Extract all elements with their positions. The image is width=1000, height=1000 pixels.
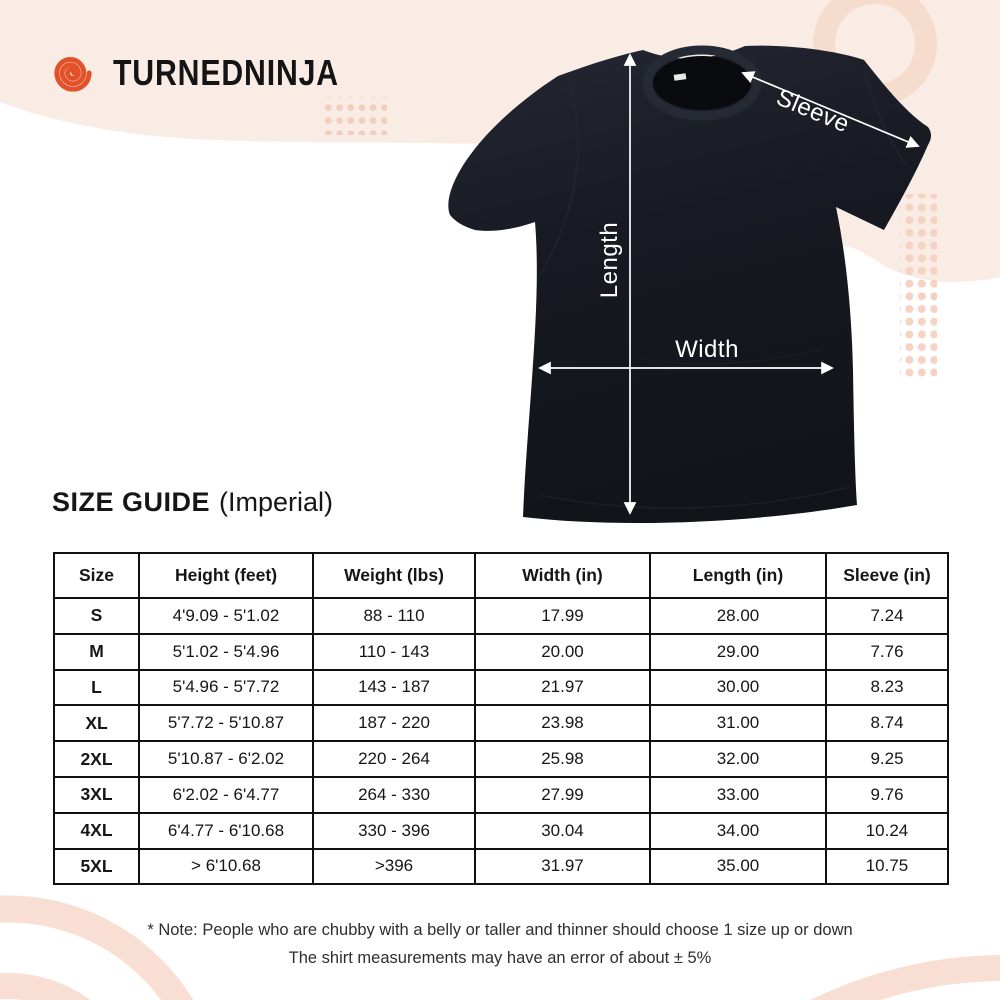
table-cell-height: 6'2.02 - 6'4.77 — [138, 775, 314, 814]
table-cell-width: 21.97 — [474, 668, 651, 707]
table-row: S 4'9.09 - 5'1.02 88 - 110 17.99 28.00 7.24 — [53, 597, 949, 635]
table-cell-weight: 264 - 330 — [312, 775, 476, 814]
arc-decoration-bottom-left — [0, 895, 194, 1000]
table-cell-size: L — [53, 668, 140, 707]
page-title: SIZE GUIDE — [52, 487, 211, 517]
table-cell-length: 31.00 — [649, 704, 827, 743]
table-cell-height: 4'9.09 - 5'1.02 — [138, 597, 314, 635]
table-cell-sleeve: 8.23 — [825, 668, 949, 707]
table-cell-length: 35.00 — [649, 847, 827, 886]
table-cell-height: > 6'10.68 — [138, 847, 314, 886]
table-cell-length: 30.00 — [649, 668, 827, 707]
column-header-sleeve: Sleeve (in) — [825, 552, 949, 599]
shirt-image — [448, 45, 931, 524]
arc-decoration-bottom-right — [810, 955, 1000, 1000]
note-line-2: The shirt measurements may have an error… — [288, 949, 712, 967]
table-row: 2XL 5'10.87 - 6'2.02 220 - 264 25.98 32.00 9.… — [53, 740, 949, 778]
table-cell-weight: >396 — [312, 847, 476, 886]
table-cell-width: 20.00 — [474, 632, 651, 671]
table-cell-weight: 330 - 396 — [312, 811, 476, 850]
page-subtitle: (Imperial) — [219, 487, 334, 517]
table-row: M 5'1.02 - 5'4.96 110 - 143 20.00 29.00 7.76 — [53, 632, 949, 671]
table-cell-weight: 220 - 264 — [312, 740, 476, 778]
note-line-1: * Note: People who are chubby with a bel… — [147, 921, 853, 939]
table-cell-width: 30.04 — [474, 811, 651, 850]
table-cell-size: 4XL — [53, 811, 140, 850]
table-cell-weight: 88 - 110 — [312, 597, 476, 635]
table-cell-sleeve: 10.75 — [825, 847, 949, 886]
table-cell-sleeve: 9.76 — [825, 775, 949, 814]
table-cell-sleeve: 9.25 — [825, 740, 949, 778]
table-cell-height: 5'4.96 - 5'7.72 — [138, 668, 314, 707]
column-header-width: Width (in) — [474, 552, 651, 599]
table-cell-sleeve: 10.24 — [825, 811, 949, 850]
table-cell-length: 29.00 — [649, 632, 827, 671]
table-cell-sleeve: 7.76 — [825, 632, 949, 671]
table-cell-width: 17.99 — [474, 597, 651, 635]
table-cell-width: 23.98 — [474, 704, 651, 743]
table-cell-weight: 187 - 220 — [312, 704, 476, 743]
spiral-icon — [54, 57, 92, 92]
column-header-height: Height (feet) — [138, 552, 314, 599]
collar — [653, 56, 751, 110]
page-title-row: SIZE GUIDE (Imperial) — [52, 487, 333, 518]
table-row: 3XL 6'2.02 - 6'4.77 264 - 330 27.99 33.00 9.7… — [53, 775, 949, 814]
size-table-body: S 4'9.09 - 5'1.02 88 - 110 17.99 28.00 7.24 M 5… — [53, 597, 949, 886]
table-cell-length: 28.00 — [649, 597, 827, 635]
sleeve-arrow — [741, 71, 920, 148]
size-table: Size Height (feet) Weight (lbs) Width (i… — [53, 552, 949, 886]
table-cell-size: 2XL — [53, 740, 140, 778]
collar-label — [673, 73, 687, 81]
dots-decoration-top — [321, 97, 387, 135]
column-header-weight: Weight (lbs) — [312, 552, 476, 599]
brand-logo: TURNEDNINJA — [46, 46, 382, 100]
table-cell-height: 5'7.72 - 5'10.87 — [138, 704, 314, 743]
table-cell-length: 33.00 — [649, 775, 827, 814]
table-cell-width: 27.99 — [474, 775, 651, 814]
note: * Note: People who are chubby with a bel… — [0, 916, 1000, 972]
table-row: 4XL 6'4.77 - 6'10.68 330 - 396 30.04 34.00 10… — [53, 811, 949, 850]
length-label: Length — [596, 222, 623, 298]
table-cell-width: 31.97 — [474, 847, 651, 886]
brand-name: TURNEDNINJA — [113, 52, 339, 93]
table-cell-sleeve: 8.74 — [825, 704, 949, 743]
table-cell-weight: 110 - 143 — [312, 632, 476, 671]
table-row: XL 5'7.72 - 5'10.87 187 - 220 23.98 31.00 8.7… — [53, 704, 949, 743]
table-row: 5XL > 6'10.68 >396 31.97 35.00 10.75 — [53, 847, 949, 886]
table-cell-height: 6'4.77 - 6'10.68 — [138, 811, 314, 850]
table-cell-size: M — [53, 632, 140, 671]
table-cell-height: 5'1.02 - 5'4.96 — [138, 632, 314, 671]
table-cell-length: 34.00 — [649, 811, 827, 850]
table-cell-width: 25.98 — [474, 740, 651, 778]
table-cell-length: 32.00 — [649, 740, 827, 778]
table-cell-weight: 143 - 187 — [312, 668, 476, 707]
table-cell-size: 3XL — [53, 775, 140, 814]
table-cell-size: S — [53, 597, 140, 635]
width-label: Width — [675, 336, 739, 363]
table-header-row: Size Height (feet) Weight (lbs) Width (i… — [53, 552, 949, 599]
column-header-size: Size — [53, 552, 140, 599]
table-cell-sleeve: 7.24 — [825, 597, 949, 635]
table-row: L 5'4.96 - 5'7.72 143 - 187 21.97 30.00 8.23 — [53, 668, 949, 707]
column-header-length: Length (in) — [649, 552, 827, 599]
dots-decoration-right — [900, 194, 937, 381]
table-cell-size: XL — [53, 704, 140, 743]
table-cell-height: 5'10.87 - 6'2.02 — [138, 740, 314, 778]
table-cell-size: 5XL — [53, 847, 140, 886]
